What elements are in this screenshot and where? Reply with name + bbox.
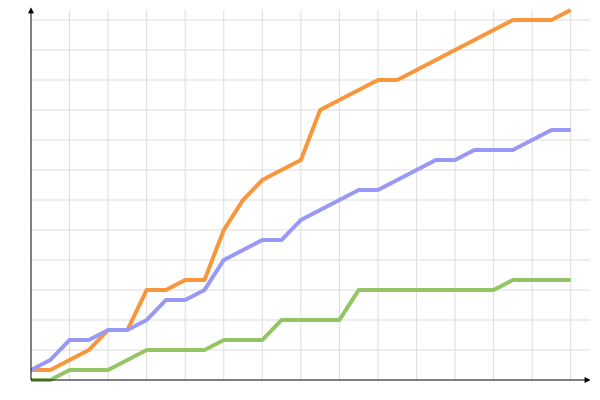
series-line xyxy=(30,128,571,372)
plot xyxy=(30,8,572,382)
series-line xyxy=(31,278,571,382)
grid xyxy=(30,10,590,381)
